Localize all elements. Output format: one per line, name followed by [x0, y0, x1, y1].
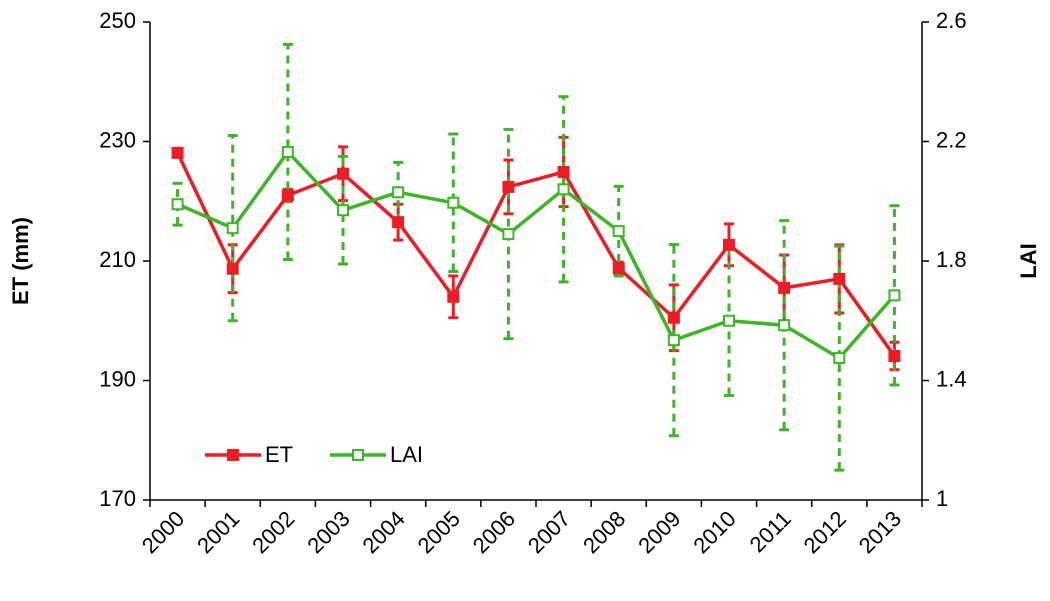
x-tick-label: 2001: [192, 506, 244, 558]
x-tick-label: 2006: [468, 506, 520, 558]
marker: [888, 350, 901, 363]
marker: [667, 311, 680, 324]
series-line: [175, 152, 896, 358]
x-tick-label: 2011: [745, 506, 796, 557]
series-line: [176, 149, 896, 361]
marker: [171, 198, 184, 211]
x-tick-label: 2004: [357, 506, 409, 558]
marker: [392, 216, 405, 229]
x-tick-label: 2013: [854, 506, 906, 558]
x-tick-label: 2003: [302, 506, 354, 558]
marker: [502, 180, 515, 193]
marker: [171, 146, 184, 159]
legend-label: LAI: [390, 442, 423, 467]
y-tick-label: 170: [99, 486, 136, 511]
marker: [226, 262, 239, 275]
marker: [612, 225, 625, 238]
x-tick-label: 2002: [247, 506, 299, 558]
y2-axis-title: LAI: [1016, 243, 1041, 278]
y2-tick-label: 2.6: [936, 8, 967, 33]
x-tick-label: 2000: [137, 506, 189, 558]
y2-tick-label: 1: [936, 486, 948, 511]
x-tick-label: 2008: [578, 506, 630, 558]
x-tick-label: 2005: [413, 506, 465, 558]
marker: [447, 290, 460, 303]
x-tick-label: 2007: [523, 506, 575, 558]
marker: [281, 145, 294, 158]
y-tick-label: 230: [99, 127, 136, 152]
legend-label: ET: [265, 442, 293, 467]
x-tick-label: 2012: [799, 506, 851, 558]
marker: [557, 165, 570, 178]
marker: [392, 186, 405, 199]
y2-tick-label: 1.4: [936, 366, 967, 391]
legend-marker: [227, 449, 239, 461]
marker: [612, 262, 625, 275]
marker: [833, 352, 846, 365]
y-axis-title: ET (mm): [8, 217, 33, 305]
marker: [281, 189, 294, 202]
marker: [723, 314, 735, 327]
marker: [778, 319, 791, 332]
marker: [337, 204, 349, 217]
marker: [557, 183, 570, 196]
y-tick-label: 210: [99, 247, 136, 272]
marker: [337, 167, 349, 180]
marker: [888, 289, 901, 302]
y-tick-label: 250: [99, 8, 136, 33]
marker: [778, 281, 791, 294]
marker: [723, 238, 735, 251]
marker: [226, 222, 239, 235]
x-tick-label: 2009: [633, 506, 685, 558]
marker: [833, 272, 846, 285]
x-tick-label: 2010: [688, 506, 740, 558]
marker: [667, 334, 680, 347]
y-tick-label: 190: [99, 366, 136, 391]
marker: [502, 228, 515, 241]
legend-marker: [352, 449, 364, 461]
y2-tick-label: 2.2: [936, 127, 967, 152]
y2-tick-label: 1.8: [936, 247, 967, 272]
marker: [447, 196, 460, 209]
